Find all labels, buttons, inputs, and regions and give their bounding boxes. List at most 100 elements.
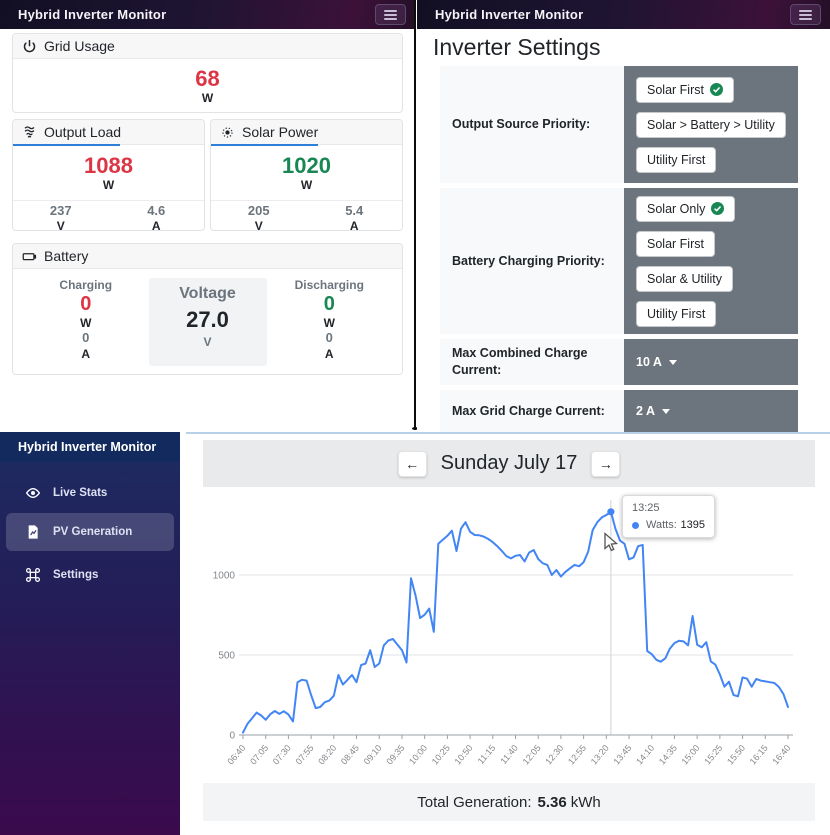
output-load-title: Output Load [44,124,122,140]
power-icon [23,39,36,52]
mouse-cursor-icon [604,532,619,552]
grid-usage-unit: W [201,90,214,105]
hamburger-icon[interactable] [375,4,406,25]
discharging-label: Discharging [294,278,364,292]
caret-down-icon [668,359,677,365]
setting-value-cell: Solar Only Solar First Solar & Utility Util… [624,188,798,334]
svg-text:07:55: 07:55 [294,743,316,767]
sidebar-item-label: Settings [53,569,99,581]
solar-power-card: Solar Power 1020 W 205 V 5.4 A [210,119,403,231]
total-generation-unit: kWh [570,793,601,811]
voltage-value: 27.0 [186,307,229,332]
dropdown-value: 10 A [636,355,662,369]
battery-title: Battery [44,248,89,264]
sidebar-title: Hybrid Inverter Monitor [0,432,180,462]
option-label: Solar First [647,236,704,251]
svg-text:12:55: 12:55 [566,743,588,767]
command-icon [25,567,41,583]
grid-usage-title: Grid Usage [44,38,115,54]
option-label: Solar First [647,82,704,97]
grid-usage-card: Grid Usage 68 W [12,33,403,113]
svg-text:15:00: 15:00 [680,743,702,767]
settings-row-battery-charging-priority: Battery Charging Priority: Solar Only Sola… [440,188,798,334]
battery-body: Charging 0 W 0 A Voltage 27.0 V Discharg… [13,269,402,374]
setting-value-cell: Solar First Solar > Battery > Utility Util… [624,66,798,183]
settings-row-output-source-priority: Output Source Priority: Solar First Solar … [440,66,798,183]
svg-text:13:20: 13:20 [589,743,611,767]
discharging-amps: 0 [325,330,333,346]
tooltip-series: Watts: [646,519,677,531]
solar-power-amps: 5.4 [345,203,364,218]
battery-header: Battery [13,244,402,269]
svg-text:09:35: 09:35 [384,743,406,767]
solar-power-volts: 205 [247,203,270,218]
settings-row-max-grid-charge-current: Max Grid Charge Current: 2 A [440,390,798,432]
svg-text:1000: 1000 [213,571,236,582]
discharging-watts: 0 [323,293,335,315]
chart-tooltip: 13:25 Watts: 1395 [622,495,715,538]
panel-top-edge [186,432,830,434]
option-button-solar-only[interactable]: Solar Only [636,195,736,222]
svg-text:10:50: 10:50 [452,743,474,767]
option-button-solar-first[interactable]: Solar First [636,230,715,257]
svg-text:08:45: 08:45 [339,743,361,767]
solar-power-value: 1020 [282,152,331,178]
charging-amps-unit: A [81,346,91,361]
pv-generation-chart[interactable]: 0 500 1000 06:40 07:05 07:30 07:55 08:20 08:45 09… [203,490,815,782]
total-generation: Total Generation: 5.36 kWh [203,783,815,821]
next-day-button[interactable]: → [591,450,621,477]
app-title: Hybrid Inverter Monitor [18,7,167,22]
panel-divider [412,0,418,430]
svg-text:10:00: 10:00 [407,743,429,767]
sidebar-item-pv-generation[interactable]: PV Generation [6,513,174,551]
option-button-solar-first[interactable]: Solar First [636,76,734,103]
solar-power-title: Solar Power [242,124,319,140]
total-generation-label: Total Generation: [417,793,532,811]
svg-text:500: 500 [218,651,235,662]
battery-discharging-col: Discharging 0 W 0 A [267,278,393,366]
caret-down-icon [662,408,670,414]
setting-label: Battery Charging Priority: [440,188,624,334]
option-label: Solar Only [647,201,706,216]
svg-text:07:05: 07:05 [248,743,270,767]
prev-day-button[interactable]: ← [397,450,427,477]
option-button-solar-battery-utility[interactable]: Solar > Battery > Utility [636,111,786,138]
hamburger-icon[interactable] [790,4,821,25]
solar-power-header: Solar Power [211,120,402,146]
svg-text:11:40: 11:40 [498,743,520,766]
eye-icon [25,487,41,499]
svg-text:07:30: 07:30 [271,743,293,767]
option-button-utility-first[interactable]: Utility First [636,300,717,327]
live-stats-panel: Hybrid Inverter Monitor Grid Usage 68 W … [0,0,415,432]
svg-text:12:05: 12:05 [521,743,543,767]
option-label: Solar & Utility [647,271,723,286]
sidebar-item-live-stats[interactable]: Live Stats [6,477,174,509]
output-load-amps-unit: A [151,218,161,231]
svg-text:09:10: 09:10 [362,743,384,767]
charging-label: Charging [59,278,113,292]
dropdown-value: 2 A [636,404,655,418]
app-title: Hybrid Inverter Monitor [435,7,584,22]
voltage-unit: V [203,335,212,349]
svg-text:15:25: 15:25 [702,743,724,767]
svg-text:0: 0 [229,731,235,742]
setting-label: Max Grid Charge Current: [440,390,624,432]
option-label: Utility First [647,306,706,321]
discharging-watts-unit: W [323,316,335,330]
dropdown-max-grid-charge-current[interactable]: 2 A [636,404,670,418]
navbar-left: Hybrid Inverter Monitor [0,0,415,29]
option-button-solar-utility[interactable]: Solar & Utility [636,265,734,292]
option-button-utility-first[interactable]: Utility First [636,146,717,173]
tooltip-time: 13:25 [632,502,660,514]
output-load-volts-unit: V [56,218,65,231]
charging-watts-unit: W [80,316,92,330]
dropdown-max-combined-charge-current[interactable]: 10 A [636,355,677,369]
date-navigation: ← Sunday July 17 → [203,440,815,487]
setting-label: Output Source Priority: [440,66,624,183]
output-load-volts: 237 [49,203,72,218]
page-title: Inverter Settings [433,34,601,60]
option-label: Utility First [647,152,706,167]
svg-text:16:15: 16:15 [748,743,770,767]
sidebar-item-settings[interactable]: Settings [6,559,174,591]
output-load-stats: 237 V 4.6 A [13,201,204,231]
